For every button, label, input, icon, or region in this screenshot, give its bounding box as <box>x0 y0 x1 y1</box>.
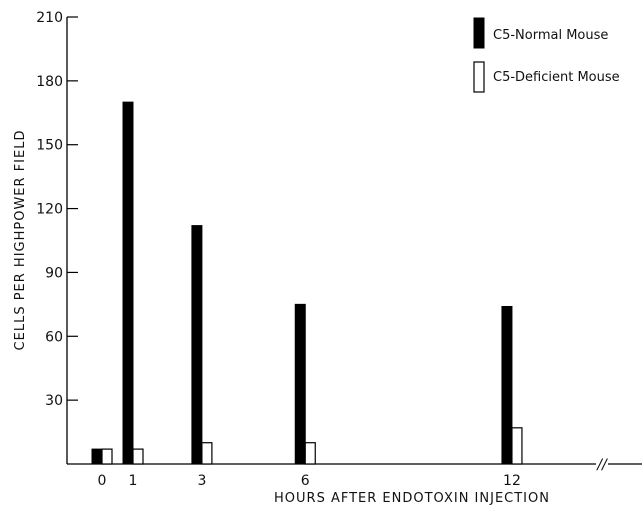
bar-c5-normal <box>91 448 103 465</box>
legend-label-normal: C5-Normal Mouse <box>493 28 608 43</box>
y-tick-label: 30 <box>45 393 63 409</box>
y-axis-label: CELLS PER HIGHPOWER FIELD <box>13 130 28 351</box>
bar-c5-normal <box>191 225 203 465</box>
x-tick-label: 6 <box>301 473 310 489</box>
legend: C5-Normal Mouse C5-Deficient Mouse <box>473 17 620 93</box>
x-tick-label: 12 <box>503 473 521 489</box>
x-tick-label: 3 <box>197 473 206 489</box>
y-tick-label: 60 <box>45 329 63 345</box>
y-tick-label: 180 <box>36 74 63 90</box>
plot-area: // 30 60 90 120 150 180 210 0 1 3 6 12 <box>36 10 642 489</box>
y-tick-label: 90 <box>45 265 63 281</box>
y-tick-label: 210 <box>36 10 63 26</box>
legend-swatch-normal <box>473 17 485 49</box>
bar-c5-deficient <box>201 442 213 465</box>
bar-c5-normal <box>294 303 306 465</box>
bar-c5-deficient <box>304 442 316 465</box>
x-tick-label: 1 <box>129 473 138 489</box>
legend-label-deficient: C5-Deficient Mouse <box>493 70 620 85</box>
x-axis-break-mark: // <box>595 457 608 473</box>
bar-c5-deficient <box>101 448 113 465</box>
bar-c5-deficient <box>132 448 144 465</box>
y-tick-label: 150 <box>36 138 63 154</box>
x-tick-label: 0 <box>98 473 107 489</box>
legend-swatch-deficient <box>473 61 485 93</box>
bar-c5-normal <box>501 305 513 465</box>
x-axis-label: HOURS AFTER ENDOTOXIN INJECTION <box>274 491 550 506</box>
bar-c5-deficient <box>511 427 523 465</box>
y-tick-label: 120 <box>36 202 63 218</box>
bar-c5-normal <box>122 101 134 465</box>
